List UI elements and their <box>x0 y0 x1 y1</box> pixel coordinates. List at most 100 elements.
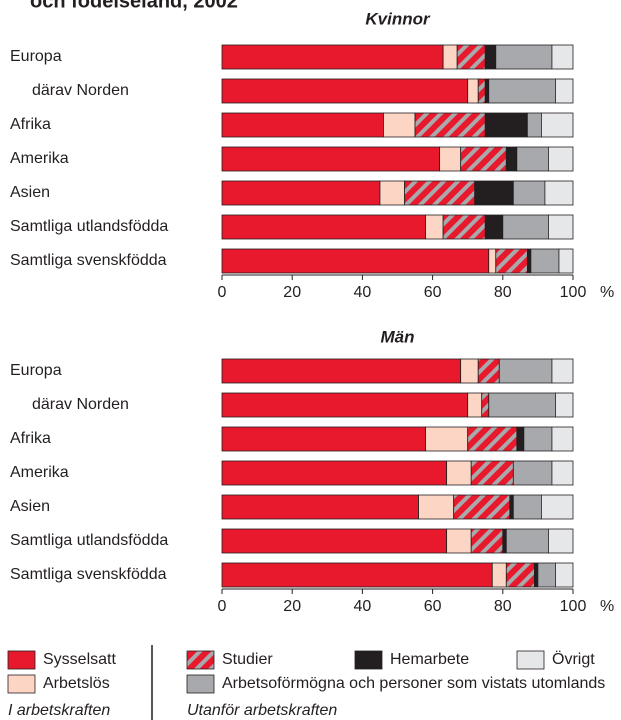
x-tick-label: 20 <box>283 284 301 301</box>
legend-label: Arbetslös <box>43 675 110 692</box>
bar-segment <box>488 78 556 104</box>
bar-segment <box>541 112 574 138</box>
x-tick-label: 60 <box>424 284 442 301</box>
bar-segment <box>442 44 458 70</box>
bar-segment <box>221 528 448 554</box>
bar-segment <box>446 528 472 554</box>
bar-segment <box>533 562 539 588</box>
bar-segment <box>526 112 542 138</box>
bar-segment <box>537 562 556 588</box>
legend-label: Arbetsoförmögna och personer som vistats… <box>222 675 605 692</box>
category-label: Europa <box>10 48 62 65</box>
category-label: Afrika <box>10 430 51 447</box>
legend-group: I arbetskraften <box>8 702 110 719</box>
legend-label: Studier <box>222 651 273 668</box>
bar-segment <box>505 528 549 554</box>
category-label: därav Norden <box>32 396 129 413</box>
bar-segment <box>460 146 507 172</box>
bar-segment <box>551 460 574 486</box>
x-tick-label: 80 <box>494 598 512 615</box>
category-label: Asien <box>10 498 50 515</box>
bar-segment <box>541 494 574 520</box>
bar-segment <box>484 44 497 70</box>
bar-segment <box>488 392 556 418</box>
bar-segment <box>484 214 504 240</box>
bar-segment <box>425 214 444 240</box>
bar-segment <box>467 78 479 104</box>
category-label: Afrika <box>10 116 51 133</box>
legend-swatch <box>7 674 36 694</box>
bar-segment <box>484 78 490 104</box>
bar-segment <box>460 358 479 384</box>
bar-segment <box>383 112 416 138</box>
bar-segment <box>526 248 532 274</box>
category-label: därav Norden <box>32 82 129 99</box>
bar-segment <box>548 146 574 172</box>
bar-segment <box>470 528 504 554</box>
bar-segment <box>467 426 518 452</box>
page-header: och födelseland, 2002 <box>30 0 238 12</box>
bar-segment <box>221 112 384 138</box>
x-tick-label: 80 <box>494 284 512 301</box>
category-label: Samtliga utlandsfödda <box>10 532 168 549</box>
bar-segment <box>446 460 472 486</box>
x-tick-label: 40 <box>354 284 372 301</box>
x-tick-label: 0 <box>218 284 227 301</box>
bar-segment <box>495 44 553 70</box>
bar-segment <box>502 214 549 240</box>
bar-segment <box>512 494 542 520</box>
bar-segment <box>555 392 574 418</box>
bar-segment <box>551 426 574 452</box>
bar-segment <box>221 214 426 240</box>
bar-segment <box>442 214 486 240</box>
category-label: Samtliga utlandsfödda <box>10 218 168 235</box>
bar-segment <box>516 146 549 172</box>
bar-segment <box>555 78 574 104</box>
bar-segment <box>425 426 469 452</box>
bar-segment <box>221 358 462 384</box>
category-label: Samtliga svenskfödda <box>10 566 167 583</box>
x-axis-label: % <box>600 598 614 615</box>
bar-segment <box>551 44 574 70</box>
bar-segment <box>467 392 483 418</box>
bar-segment <box>544 180 574 206</box>
bar-segment <box>477 78 486 104</box>
bar-segment <box>418 494 455 520</box>
bar-segment <box>558 248 574 274</box>
bar-segment <box>548 528 574 554</box>
legend-swatch <box>516 650 545 670</box>
bar-segment <box>509 494 514 520</box>
bar-segment <box>502 528 507 554</box>
chart-title: Män <box>381 327 415 346</box>
x-tick-label: 20 <box>283 598 301 615</box>
bar-segment <box>505 146 518 172</box>
legend-label: Övrigt <box>552 650 595 668</box>
x-tick-label: 100 <box>560 284 587 301</box>
legend-swatch <box>354 650 383 670</box>
bar-segment <box>453 494 511 520</box>
x-tick-label: 100 <box>560 598 587 615</box>
legend-swatch <box>7 650 36 670</box>
bar-segment <box>221 44 444 70</box>
bar-segment <box>404 180 476 206</box>
category-label: Amerika <box>10 150 69 167</box>
legend-swatch <box>186 674 215 694</box>
bar-segment <box>551 358 574 384</box>
bar-segment <box>456 44 486 70</box>
bar-segment <box>221 460 448 486</box>
bar-segment <box>481 392 490 418</box>
bar-segment <box>470 460 514 486</box>
bar-segment <box>439 146 462 172</box>
bar-segment <box>414 112 486 138</box>
bar-segment <box>530 248 560 274</box>
bar-segment <box>498 358 553 384</box>
x-axis-label: % <box>600 284 614 301</box>
bar-segment <box>221 78 469 104</box>
bar-segment <box>221 146 441 172</box>
bar-segment <box>555 562 574 588</box>
bar-segment <box>221 562 493 588</box>
category-label: Asien <box>10 184 50 201</box>
bar-segment <box>379 180 405 206</box>
legend-swatch <box>186 650 215 670</box>
